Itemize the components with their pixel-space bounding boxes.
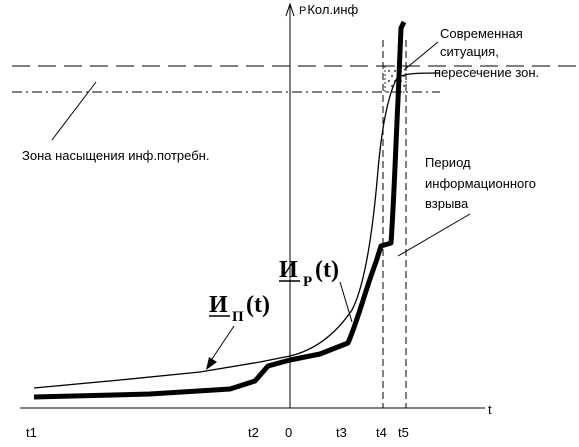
y-axis-label: PКол.инф (299, 2, 358, 17)
current-situation-pointer (403, 41, 439, 71)
series-line-thick (33, 20, 407, 400)
series-line-thin (33, 72, 441, 389)
tick-label: t5 (398, 425, 409, 440)
explosion-period-label-2: информационного (425, 176, 536, 191)
series-label-ip-arrowhead (206, 357, 217, 370)
svg-text:(t): (t) (315, 257, 339, 283)
current-situation-label-3: пересечение зон. (434, 65, 539, 80)
tick-label: t3 (336, 425, 347, 440)
tick-label: 0 (285, 425, 292, 440)
explosion-period-label-1: Период (425, 155, 471, 170)
series-label-ip-pointer (209, 325, 235, 363)
svg-text:И: И (209, 292, 228, 318)
saturation-zone-pointer (51, 81, 97, 141)
series-label-ip: И П (t) (209, 292, 270, 325)
current-situation-label-2: ситуация, (440, 44, 499, 59)
x-axis-label: t (488, 402, 492, 417)
tick-label: t1 (26, 425, 37, 440)
series-label-ir-pointer (339, 281, 353, 323)
svg-text:(t): (t) (246, 292, 270, 318)
series-label-ir: И Р (t) (279, 257, 339, 290)
svg-text:Р: Р (303, 274, 312, 290)
saturation-zone-label: Зона насыщения инф.потребн. (22, 148, 209, 163)
tick-label: t4 (376, 425, 387, 440)
current-situation-label-1: Современная (440, 26, 523, 41)
y-axis-arrow (285, 2, 295, 17)
tick-label: t2 (248, 425, 259, 440)
intersection-zone-hatch (384, 65, 407, 93)
explosion-period-label-3: взрыва (425, 196, 469, 211)
svg-text:И: И (279, 257, 298, 283)
explosion-period-pointer (397, 213, 471, 257)
svg-text:П: П (232, 309, 244, 325)
